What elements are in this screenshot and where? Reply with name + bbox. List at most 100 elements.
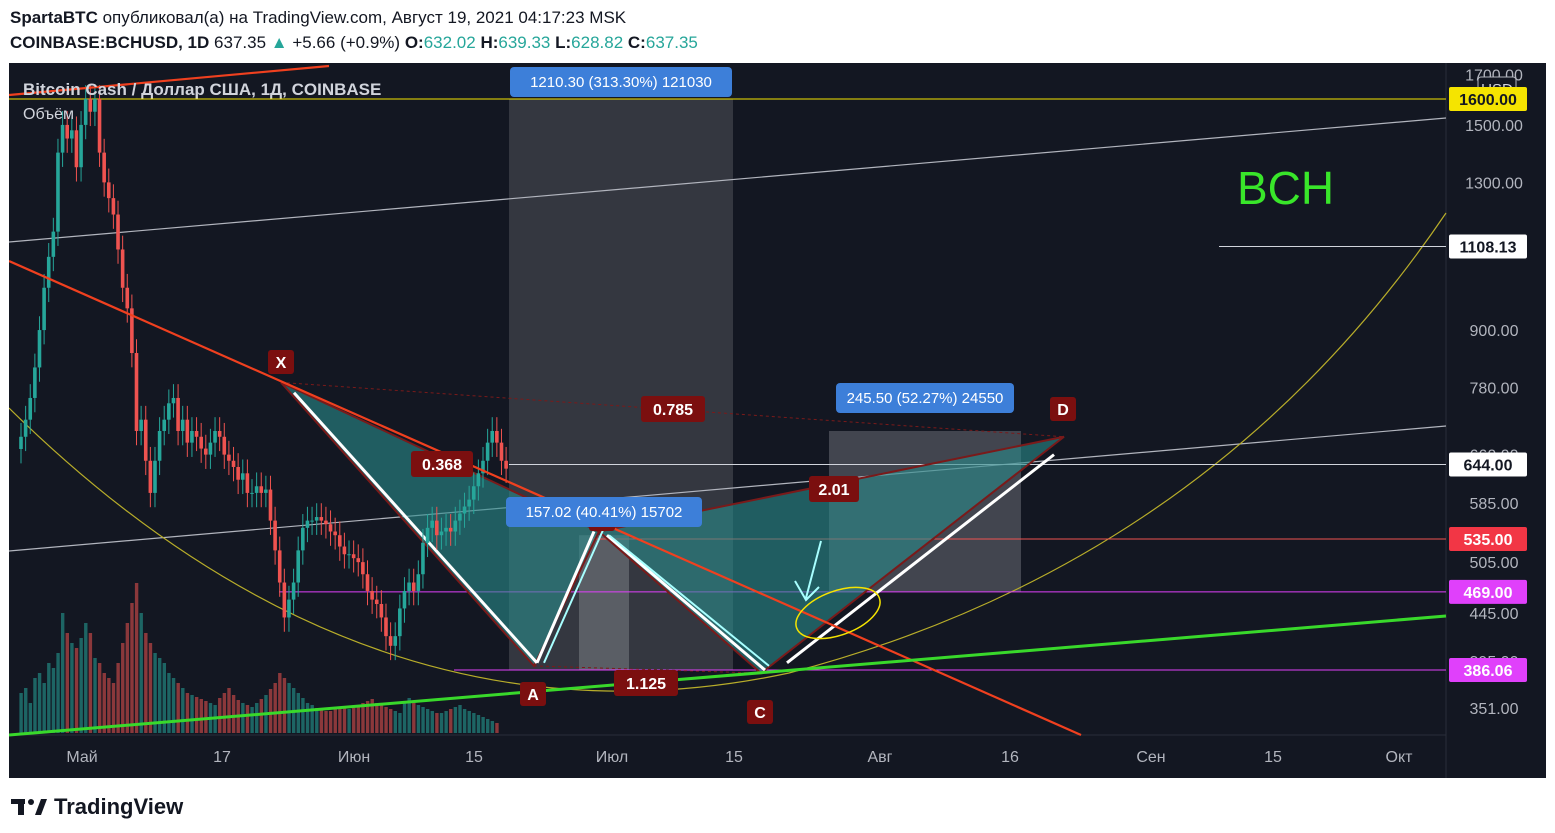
- time-tick: Май: [66, 749, 97, 766]
- point-c-label: C: [754, 705, 766, 722]
- candle-body: [337, 535, 342, 547]
- volume-bar: [278, 673, 282, 733]
- candle-body: [254, 486, 259, 493]
- high-value: 639.33: [498, 33, 551, 52]
- point-x-label-bg: [268, 350, 294, 374]
- price-label: 469.00: [1464, 585, 1513, 602]
- candle-body: [301, 527, 305, 551]
- candle-body: [176, 397, 180, 431]
- volume-bar: [490, 721, 495, 733]
- footer-brand[interactable]: TradingView: [10, 794, 183, 820]
- candle-body: [236, 466, 240, 480]
- volume-bar: [486, 719, 490, 733]
- point-c-label-bg: [747, 700, 773, 724]
- candle-body: [504, 460, 508, 469]
- candle-body: [273, 520, 277, 551]
- volume-bar: [398, 713, 402, 733]
- volume-bar: [51, 668, 56, 733]
- volume-bar: [185, 693, 190, 733]
- price-tick: 505.00: [1470, 555, 1519, 572]
- symbol-name[interactable]: COINBASE:BCHUSD, 1D: [10, 33, 210, 52]
- volume-bar: [310, 705, 314, 733]
- volume-bar: [476, 715, 481, 733]
- candle-body: [106, 182, 111, 199]
- candle-body: [268, 489, 273, 521]
- volume-bar: [282, 678, 287, 733]
- volume-bar: [194, 697, 199, 733]
- volume-bar: [162, 663, 167, 733]
- volume-bar: [70, 643, 74, 733]
- point-d-label: D: [1057, 402, 1069, 419]
- channel-top-line: [9, 117, 1447, 243]
- point-a-label-bg: [520, 682, 546, 706]
- volume-bar: [37, 673, 42, 733]
- candle-body: [250, 492, 254, 494]
- price-label-bg: [1449, 657, 1527, 682]
- tradingview-logo-icon: [11, 799, 47, 815]
- candle-body: [370, 590, 374, 600]
- volume-bar: [250, 707, 254, 733]
- price-label: 644.00: [1464, 457, 1513, 474]
- low-label: L:: [555, 33, 572, 52]
- candle-body: [462, 506, 467, 514]
- time-tick: Июл: [596, 749, 628, 766]
- volume-bar: [315, 708, 319, 733]
- candle-body: [365, 574, 370, 591]
- candle-body: [222, 436, 227, 455]
- candle-body: [19, 436, 23, 450]
- volume-bar: [472, 713, 476, 733]
- candle-body: [264, 489, 268, 493]
- measure-label-1: 1210.30 (313.30%) 121030: [530, 74, 712, 91]
- volume-bar: [352, 707, 356, 733]
- candle-body: [240, 473, 245, 480]
- volume-bar: [93, 658, 97, 733]
- author-name[interactable]: SpartaBTC: [10, 8, 98, 27]
- volume-bar: [227, 688, 231, 733]
- volume-bar: [33, 678, 37, 733]
- candle-body: [245, 473, 250, 493]
- candle-body: [83, 98, 88, 125]
- candle-body: [305, 520, 310, 528]
- price-tick: 1500.00: [1465, 118, 1523, 135]
- candle-body: [28, 397, 33, 420]
- candle-body: [88, 98, 93, 112]
- candle-body: [398, 608, 402, 637]
- candle-body: [33, 367, 37, 398]
- volume-bar: [287, 683, 291, 733]
- close-value: 637.35: [645, 33, 698, 52]
- candle-body: [282, 582, 287, 618]
- candle-body: [439, 531, 444, 536]
- open-value: 632.02: [423, 33, 476, 52]
- point-a-label: A: [527, 687, 539, 704]
- candle-body: [125, 287, 130, 309]
- measure-label-3: 245.50 (52.27%) 24550: [847, 390, 1004, 407]
- swing-line: [606, 534, 766, 672]
- candle-body: [130, 308, 134, 354]
- candle-body: [421, 542, 425, 575]
- ratio-1125-bg: [614, 670, 678, 696]
- candle-body: [374, 599, 379, 605]
- price-tick: 445.00: [1470, 606, 1519, 623]
- candle-body: [490, 430, 495, 443]
- volume-bar: [241, 703, 245, 733]
- candle-body: [102, 152, 106, 183]
- ratio-201-bg: [809, 476, 859, 502]
- candle-body: [411, 582, 416, 591]
- volume-bar: [384, 707, 388, 733]
- volume-bar: [255, 703, 259, 733]
- volume-bar: [218, 698, 222, 733]
- candle-body: [296, 550, 300, 583]
- candle-body: [495, 430, 499, 443]
- arrow-icon: [794, 540, 822, 602]
- candle-body: [453, 520, 458, 532]
- price-label-bg: [1449, 234, 1527, 259]
- volume-bar: [333, 709, 337, 733]
- volume-bar: [190, 695, 194, 733]
- candle-body: [190, 430, 194, 443]
- candle-body: [199, 436, 203, 449]
- candle-body: [74, 130, 79, 168]
- volume-bar: [389, 709, 393, 733]
- candle-body: [287, 599, 291, 618]
